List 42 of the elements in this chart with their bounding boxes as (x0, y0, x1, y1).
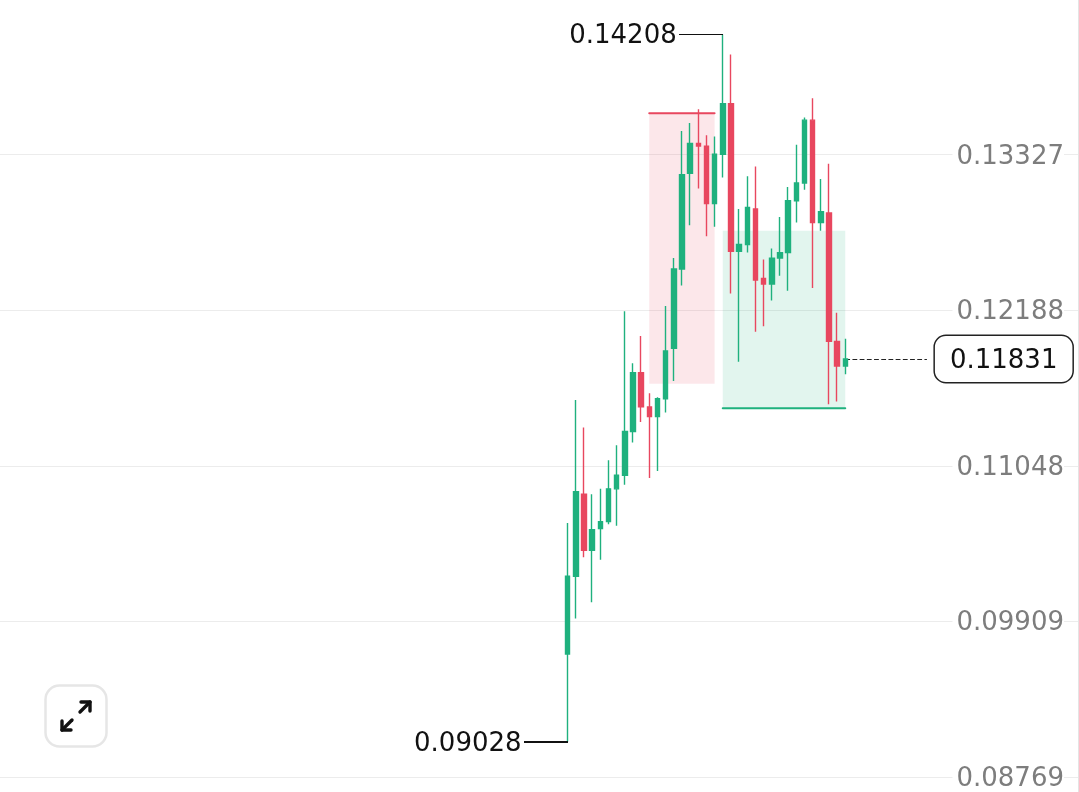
candlestick (637, 335, 645, 423)
candlestick (580, 426, 588, 558)
annotation: 0.14208 (569, 19, 677, 50)
candlestick (735, 208, 743, 363)
candlestick (809, 97, 816, 289)
candlestick (686, 122, 694, 227)
candlestick (752, 165, 759, 333)
candlestick (801, 116, 808, 191)
candlestick (572, 399, 580, 620)
candlestick (784, 186, 792, 292)
candlestick (670, 257, 678, 382)
candlestick (564, 522, 571, 743)
candlestick (662, 305, 669, 414)
candlestick (817, 178, 825, 232)
candlestick (793, 144, 800, 224)
candlestick (646, 392, 653, 479)
candlestick (621, 310, 629, 486)
candlestick (588, 493, 596, 603)
y-tick-label: 0.13327 (956, 139, 1064, 170)
candlestick (719, 33, 727, 179)
candlestick (605, 459, 612, 526)
candlestick (703, 134, 710, 237)
candlestick (629, 362, 637, 444)
candlestick (768, 247, 776, 302)
y-tick-label: 0.08769 (956, 762, 1064, 792)
candlestick (597, 488, 604, 561)
candlestick (825, 163, 833, 405)
candlestick (744, 175, 751, 254)
candlestick (760, 258, 767, 328)
ref-line-label: 0.11831 (949, 343, 1058, 374)
y-tick-label: 0.09909 (956, 606, 1064, 637)
candlestick (711, 135, 718, 228)
candlestick (842, 337, 849, 375)
candlestick (776, 216, 784, 277)
candlestick (613, 444, 620, 527)
y-tick-label: 0.11048 (956, 450, 1064, 481)
candlestick (833, 312, 841, 403)
candlestick (678, 130, 686, 287)
annotation: 0.09028 (414, 726, 522, 757)
candlestick (654, 396, 661, 472)
y-tick-label: 0.12188 (956, 295, 1064, 326)
candlestick (727, 53, 735, 295)
